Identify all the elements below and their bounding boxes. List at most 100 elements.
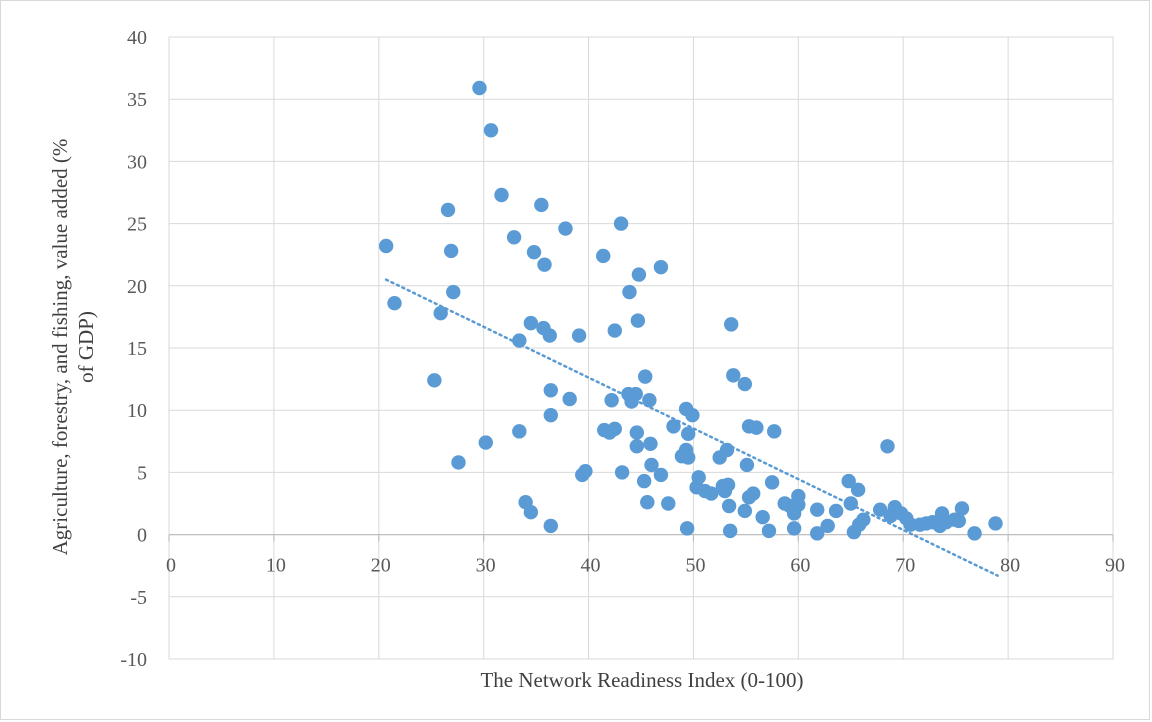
x-tick-label: 20 bbox=[371, 555, 391, 577]
data-point bbox=[841, 473, 856, 489]
data-point bbox=[512, 333, 527, 348]
data-point bbox=[631, 267, 647, 282]
data-point bbox=[810, 526, 825, 541]
data-point bbox=[472, 80, 487, 96]
data-point bbox=[739, 457, 755, 473]
data-point bbox=[578, 463, 593, 479]
data-point bbox=[637, 369, 653, 384]
data-point bbox=[537, 257, 552, 272]
x-tick-label: 70 bbox=[895, 555, 915, 577]
y-tick-label: 25 bbox=[127, 214, 147, 236]
data-point bbox=[872, 502, 888, 517]
trendline bbox=[384, 278, 999, 577]
gridlines bbox=[168, 36, 1114, 660]
data-point bbox=[967, 526, 982, 541]
data-point bbox=[630, 313, 646, 328]
x-tick-label: 30 bbox=[476, 555, 496, 577]
data-point bbox=[543, 518, 558, 534]
data-point bbox=[642, 393, 657, 408]
data-point bbox=[534, 197, 549, 213]
data-point bbox=[767, 424, 782, 439]
data-point bbox=[523, 505, 539, 520]
data-point bbox=[681, 450, 696, 465]
data-point bbox=[622, 284, 637, 300]
x-tick-labels: 0 10 20 30 40 50 60 70 80 90 bbox=[166, 555, 1125, 577]
y-tick-label: 10 bbox=[127, 400, 147, 422]
data-point bbox=[856, 512, 871, 527]
data-point bbox=[653, 259, 669, 275]
x-tick-label: 0 bbox=[166, 555, 176, 577]
x-tick-label: 90 bbox=[1105, 555, 1125, 577]
y-axis-title: Agriculture, forestry, and fishing, valu… bbox=[48, 139, 98, 556]
data-point bbox=[478, 435, 493, 450]
data-point bbox=[685, 407, 700, 423]
data-point bbox=[613, 216, 629, 231]
axes bbox=[168, 533, 1114, 542]
data-point bbox=[378, 238, 394, 254]
x-tick-label: 80 bbox=[1000, 555, 1020, 577]
data-point bbox=[746, 486, 761, 501]
x-axis-title: The Network Readiness Index (0-100) bbox=[480, 668, 803, 692]
data-point bbox=[483, 123, 499, 138]
data-point bbox=[451, 455, 466, 470]
data-point bbox=[691, 470, 706, 485]
data-point bbox=[755, 509, 770, 525]
data-point bbox=[644, 457, 659, 473]
data-point bbox=[614, 465, 630, 480]
data-point bbox=[737, 503, 753, 519]
y-axis-title-line-1: Agriculture, forestry, and fishing, valu… bbox=[48, 139, 72, 556]
data-point bbox=[607, 323, 622, 338]
y-tick-label: 35 bbox=[127, 89, 147, 111]
x-tick-label: 60 bbox=[790, 555, 810, 577]
data-point bbox=[850, 482, 866, 498]
data-point bbox=[988, 516, 1003, 531]
data-point bbox=[722, 523, 738, 539]
y-tick-label: 0 bbox=[137, 525, 147, 547]
data-point bbox=[629, 439, 645, 454]
data-point bbox=[640, 495, 655, 510]
data-point bbox=[446, 284, 461, 300]
data-point bbox=[543, 383, 558, 398]
data-point bbox=[810, 502, 825, 517]
data-point bbox=[704, 486, 719, 501]
data-point bbox=[542, 328, 557, 343]
data-point bbox=[764, 475, 780, 490]
data-point bbox=[387, 296, 402, 311]
x-tick-label: 40 bbox=[581, 555, 601, 577]
data-point bbox=[562, 391, 577, 407]
data-point bbox=[433, 305, 448, 321]
data-point bbox=[604, 393, 619, 408]
x-tick-label: 50 bbox=[685, 555, 705, 577]
data-point bbox=[440, 202, 456, 218]
data-point bbox=[720, 477, 736, 493]
data-point bbox=[629, 425, 645, 440]
y-tick-label: 20 bbox=[127, 276, 147, 298]
data-point bbox=[643, 436, 658, 451]
data-point bbox=[880, 439, 895, 454]
y-tick-label: 30 bbox=[127, 151, 147, 173]
y-tick-label: 15 bbox=[127, 338, 147, 360]
data-point bbox=[494, 187, 509, 203]
data-points bbox=[378, 80, 1003, 541]
data-point bbox=[526, 245, 542, 260]
data-point bbox=[726, 368, 741, 383]
data-point bbox=[636, 473, 652, 489]
data-point bbox=[653, 467, 669, 483]
data-point bbox=[786, 521, 802, 536]
data-point bbox=[543, 407, 558, 423]
data-point bbox=[749, 420, 764, 435]
data-point bbox=[828, 503, 844, 519]
data-point bbox=[681, 426, 696, 442]
y-tick-labels: -10 -5 0 5 10 15 20 25 30 35 40 bbox=[120, 27, 147, 671]
data-point bbox=[724, 317, 739, 332]
data-point bbox=[596, 248, 611, 264]
y-tick-label: -5 bbox=[130, 587, 147, 609]
data-point bbox=[737, 376, 753, 392]
data-point bbox=[761, 523, 777, 539]
data-point bbox=[666, 419, 681, 434]
data-point bbox=[558, 221, 573, 236]
data-point bbox=[721, 498, 737, 514]
data-point bbox=[571, 328, 587, 343]
data-point bbox=[820, 518, 835, 534]
